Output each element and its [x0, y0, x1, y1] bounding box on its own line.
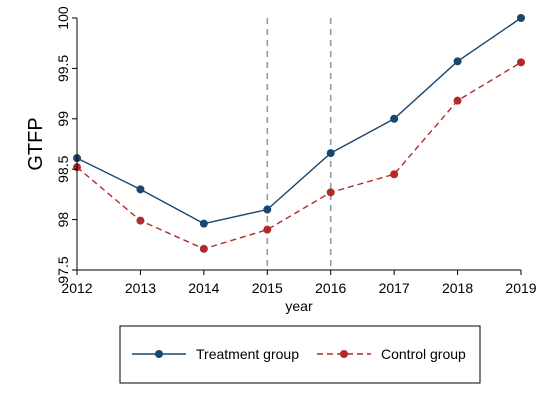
- data-point: [517, 58, 525, 67]
- series-line: [76, 61, 522, 250]
- legend-label: Treatment group: [196, 346, 299, 362]
- y-tick-label: 97.5: [55, 256, 71, 283]
- data-point: [136, 216, 145, 225]
- data-point: [390, 114, 399, 123]
- x-tick-label: 2014: [188, 280, 219, 296]
- y-tick-label: 98.5: [55, 155, 71, 182]
- plot-area: [73, 14, 525, 270]
- series-line: [76, 17, 522, 225]
- data-point: [326, 149, 335, 158]
- y-tick-label: 98: [55, 212, 71, 228]
- data-point: [453, 57, 462, 66]
- data-point: [263, 205, 272, 214]
- data-point: [390, 170, 399, 179]
- data-point: [326, 188, 335, 197]
- data-point: [263, 225, 272, 234]
- x-axis-title: year: [285, 298, 313, 314]
- y-tick-label: 99.5: [55, 55, 71, 82]
- data-point: [453, 96, 462, 105]
- data-point: [199, 219, 208, 228]
- x-tick-label: 2012: [61, 280, 92, 296]
- y-tick-label: 100: [55, 6, 71, 30]
- y-tick-label: 99: [55, 111, 71, 127]
- data-point: [517, 14, 525, 22]
- y-axis-title: GTFP: [25, 117, 47, 170]
- x-tick-label: 2018: [442, 280, 473, 296]
- legend-swatch-marker: [340, 350, 348, 358]
- legend-label: Control group: [381, 346, 466, 362]
- legend: Treatment group Control group: [119, 325, 481, 384]
- x-tick-label: 2013: [125, 280, 156, 296]
- x-tick-label: 2019: [505, 280, 536, 296]
- data-point: [136, 185, 145, 194]
- x-tick-label: 2015: [252, 280, 283, 296]
- x-tick-label: 2017: [379, 280, 410, 296]
- data-point: [199, 244, 208, 253]
- legend-swatch-marker: [155, 350, 163, 358]
- x-tick-label: 2016: [315, 280, 346, 296]
- axes: 97.5 98 98.5 99 99.5 100 2012 2013 2014 2015 2016 2…: [25, 6, 537, 314]
